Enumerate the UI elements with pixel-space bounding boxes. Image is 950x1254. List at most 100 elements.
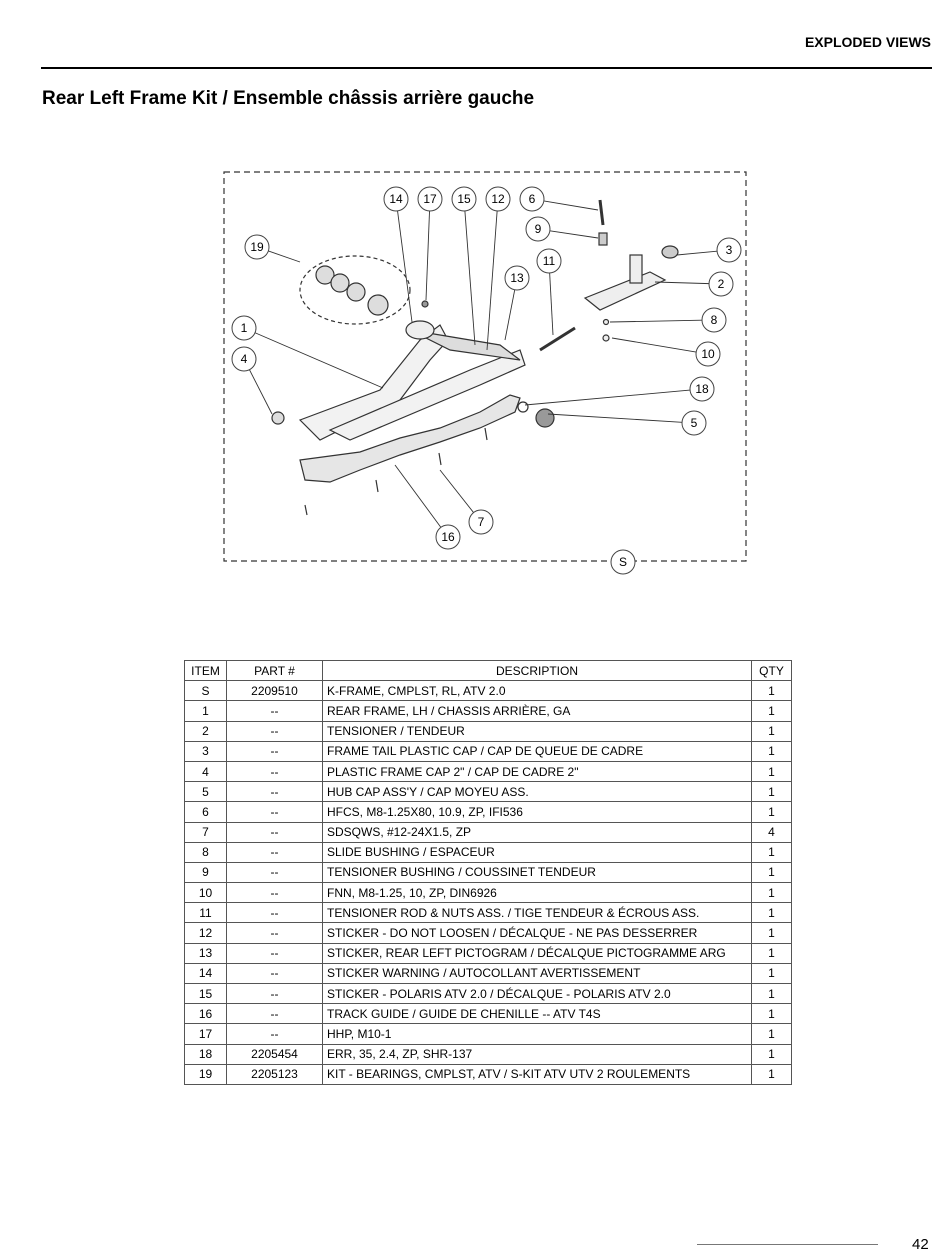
part-number-cell: -- [226,821,323,843]
qty-cell: 1 [751,942,792,964]
callout-circle [689,376,715,402]
qty-cell: 1 [751,861,792,884]
leader-line [609,319,703,323]
qty-cell: 1 [751,982,792,1005]
part-number-cell: -- [226,982,323,1005]
callout-circle [525,216,551,242]
description-cell: TRACK GUIDE / GUIDE DE CHENILLE -- ATV T… [322,1003,752,1025]
item-cell: 16 [184,1003,227,1025]
leader-line [676,250,718,256]
table-row: 11 -- TENSIONER ROD & NUTS ASS. / TIGE TEN… [184,902,792,924]
part-number-cell: -- [226,801,323,823]
table-row: 12 -- STICKER - DO NOT LOOSEN / DÉCALQUE -… [184,922,792,944]
part-number-cell: -- [226,962,323,985]
part-number-cell: 2209510 [226,680,323,702]
table-row: 17 -- HHP, M10-1 1 [184,1023,792,1045]
description-cell: SLIDE BUSHING / ESPACEUR [322,841,752,863]
callout-circle [468,509,494,535]
callout-circle [417,186,443,212]
leader-line [439,469,474,513]
qty-cell: 1 [751,1063,792,1085]
qty-cell: 1 [751,760,792,783]
table-row: 18 2205454 ERR, 35, 2.4, ZP, SHR-137 1 [184,1043,792,1065]
callout-label: 9 [535,222,542,236]
leader-line [611,337,697,353]
item-cell: 18 [184,1043,227,1065]
table-row: 14 -- STICKER WARNING / AUTOCOLLANT AVERTI… [184,962,792,985]
part-number-cell: -- [226,902,323,924]
table-row: 8 -- SLIDE BUSHING / ESPACEUR 1 [184,841,792,863]
item-cell: S [184,680,227,702]
callout-circle [610,549,636,575]
qty-cell: 1 [751,781,792,803]
table-row: 6 -- HFCS, M8-1.25X80, 10.9, ZP, IFI536 1 [184,801,792,823]
callout-label: 18 [695,382,709,396]
description-cell: STICKER WARNING / AUTOCOLLANT AVERTISSEM… [322,962,752,985]
item-cell: 15 [184,982,227,1005]
part-number-cell: 2205123 [226,1063,323,1085]
table-row: 1 -- REAR FRAME, LH / CHASSIS ARRIÈRE, GA 1 [184,700,792,722]
item-cell: 6 [184,801,227,823]
callout-label: 6 [529,192,536,206]
callout-circle [504,265,530,291]
qty-cell: 1 [751,740,792,762]
callout-circle [231,315,257,341]
description-cell: KIT - BEARINGS, CMPLST, ATV / S-KIT ATV … [322,1063,752,1085]
item-cell: 2 [184,720,227,742]
callout-label: 15 [457,192,471,206]
frame-drawing [271,199,679,516]
header-rule [41,67,932,69]
frame-cross-tube [328,349,526,441]
callout-circle [485,186,511,212]
item-cell: 8 [184,841,227,863]
part-number-cell: -- [226,882,323,904]
callout-label: 8 [711,313,718,327]
track-guide [299,394,521,483]
leader-line [268,250,301,263]
part-number-cell: -- [226,740,323,762]
page-title: Rear Left Frame Kit / Ensemble châssis a… [42,88,535,109]
table-row: 7 -- SDSQWS, #12-24X1.5, ZP 4 [184,821,792,843]
leader-line [397,210,413,323]
description-cell: HHP, M10-1 [322,1023,752,1045]
callout-label: 10 [701,347,715,361]
callout-label: 14 [389,192,403,206]
callout-circle [708,271,734,297]
qty-cell: 1 [751,680,792,702]
description-cell: FNN, M8-1.25, 10, ZP, DIN6926 [322,882,752,904]
table-row: 13 -- STICKER, REAR LEFT PICTOGRAM / DÉCAL… [184,942,792,964]
column-header: ITEM [184,659,227,682]
frame-upper-tube [409,329,521,361]
callout-label: 5 [691,416,698,430]
part-number-cell: -- [226,1003,323,1025]
qty-cell: 1 [751,1003,792,1025]
leader-line [486,210,498,351]
table-row: 9 -- TENSIONER BUSHING / COUSSINET TENDEUR… [184,861,792,884]
table-row: 10 -- FNN, M8-1.25, 10, ZP, DIN6926 1 [184,882,792,904]
leader-line [654,281,710,285]
callout-label: 11 [543,254,556,268]
table-row: 4 -- PLASTIC FRAME CAP 2" / CAP DE CADRE 2… [184,760,792,783]
item-cell: 10 [184,882,227,904]
qty-cell: 4 [751,821,792,843]
part-number-cell: -- [226,700,323,722]
callout-label: 7 [478,515,485,529]
qty-cell: 1 [751,700,792,722]
item-cell: 13 [184,942,227,964]
description-cell: ERR, 35, 2.4, ZP, SHR-137 [322,1043,752,1065]
callout-label: 3 [726,243,733,257]
description-cell: TENSIONER ROD & NUTS ASS. / TIGE TENDEUR… [322,902,752,924]
description-cell: HUB CAP ASS'Y / CAP MOYEU ASS. [322,781,752,803]
callout-label: 1 [241,321,248,335]
section-header: EXPLODED VIEWS [804,34,931,50]
qty-cell: 1 [751,882,792,904]
table-row: 2 -- TENSIONER / TENDEUR 1 [184,720,792,742]
description-cell: REAR FRAME, LH / CHASSIS ARRIÈRE, GA [322,700,752,722]
item-cell: 1 [184,700,227,722]
description-cell: SDSQWS, #12-24X1.5, ZP [322,821,752,843]
description-cell: PLASTIC FRAME CAP 2" / CAP DE CADRE 2" [322,760,752,783]
column-header: PART # [226,659,323,682]
table-row: 19 2205123 KIT - BEARINGS, CMPLST, ATV / S… [184,1063,792,1085]
leader-line [549,230,599,239]
page-number: 42 [912,1236,929,1253]
